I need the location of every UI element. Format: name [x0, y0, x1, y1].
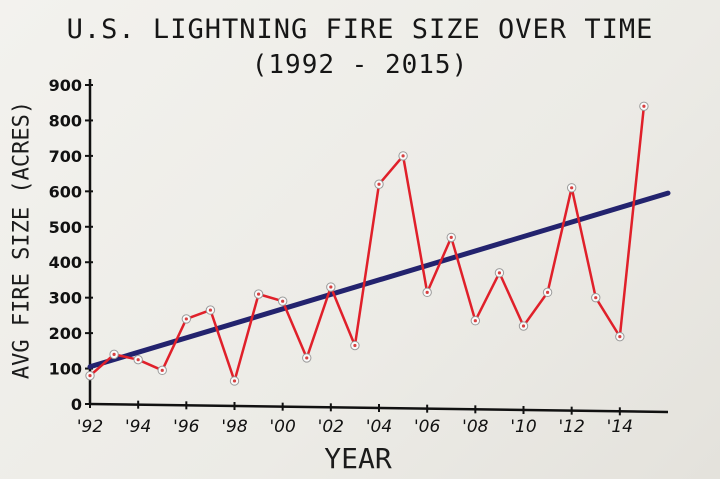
data-point-center [545, 290, 550, 294]
y-tick-label: 100 [49, 360, 82, 379]
data-point-center [136, 358, 140, 362]
data-point-center [256, 292, 261, 296]
data-point-center [112, 352, 116, 356]
data-point-center [642, 104, 646, 108]
data-point-center [425, 290, 429, 294]
data-point-center [353, 343, 357, 348]
trend-line [87, 190, 671, 370]
data-point-center [521, 324, 526, 328]
y-tick-label: 700 [49, 147, 82, 166]
x-tick-label: '14 [607, 417, 633, 437]
y-tick-label: 0 [71, 395, 82, 414]
data-point-center [281, 299, 285, 303]
series-line [88, 105, 646, 383]
x-tick-label: '96 [173, 417, 199, 437]
y-tick-label: 600 [49, 182, 82, 201]
x-tick-label: '00 [270, 417, 296, 437]
data-point-center [401, 154, 405, 158]
y-tick-label: 500 [49, 218, 82, 237]
x-tick-label: '10 [510, 417, 536, 437]
y-tick-label: 900 [49, 76, 82, 95]
data-point-center [473, 319, 477, 323]
data-point-center [208, 308, 213, 312]
data-point-center [232, 379, 237, 383]
data-point-center [377, 182, 381, 186]
data-point-center [449, 235, 453, 240]
y-tick-label: 800 [49, 111, 82, 130]
data-point-center [570, 186, 574, 190]
x-tick-label: '12 [559, 417, 585, 437]
x-tick-label: '94 [125, 417, 151, 437]
data-point-center [160, 368, 164, 372]
x-tick-label: '06 [414, 417, 440, 437]
data-point-center [305, 356, 309, 360]
x-tick-label: '04 [366, 417, 392, 437]
data-point-center [594, 296, 598, 300]
x-tick-label: '98 [221, 417, 247, 437]
chart-subtitle: (1992 - 2015) [251, 50, 469, 80]
x-axis-label: YEAR [324, 442, 392, 475]
data-point-center [329, 285, 333, 289]
chart-title: U.S. LIGHTNING FIRE SIZE OVER TIME [66, 14, 654, 45]
y-tick-label: 400 [49, 253, 82, 272]
data-point-center [497, 271, 502, 275]
data-point-center [618, 335, 622, 339]
x-tick-label: '08 [462, 417, 488, 437]
data-point-center [184, 317, 188, 321]
y-tick-label: 200 [49, 324, 82, 343]
x-tick-label: '92 [77, 417, 103, 437]
data-point-center [88, 374, 92, 378]
x-tick-label: '02 [318, 417, 344, 437]
y-tick-label: 300 [49, 289, 82, 308]
